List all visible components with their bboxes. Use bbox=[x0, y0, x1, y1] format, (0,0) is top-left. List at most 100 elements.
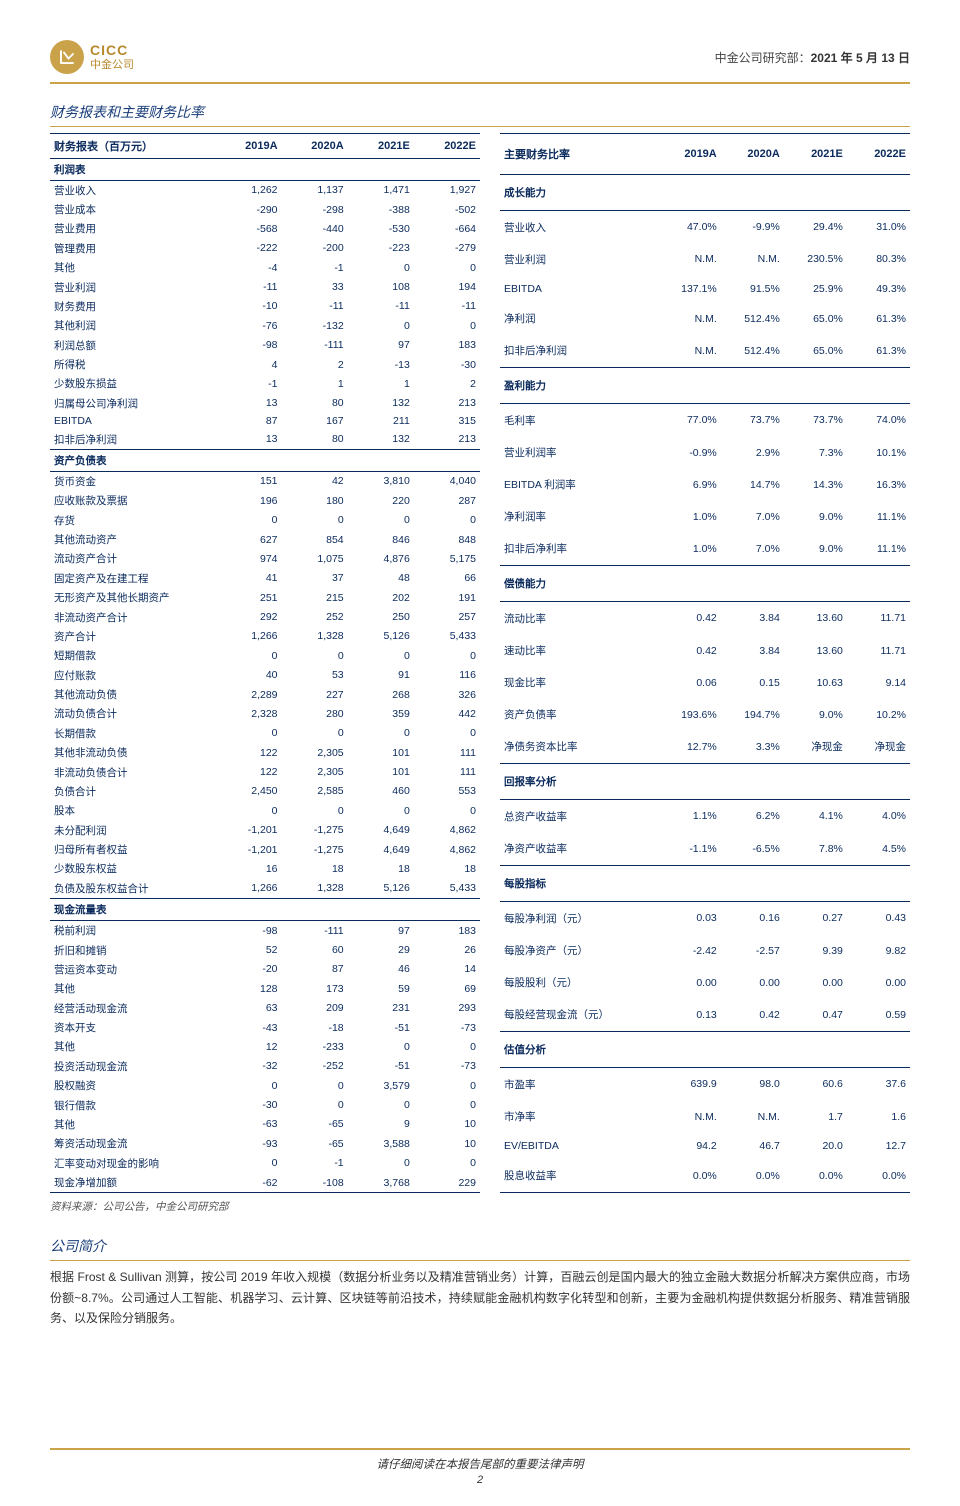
col-header-year: 2020A bbox=[721, 133, 784, 174]
row-label: 速动比率 bbox=[500, 635, 658, 667]
data-cell: 137.1% bbox=[658, 275, 721, 302]
data-cell: 1,328 bbox=[282, 879, 348, 899]
data-cell: 87 bbox=[215, 413, 281, 429]
data-cell: 61.3% bbox=[847, 303, 910, 335]
data-cell: 73.7% bbox=[721, 404, 784, 437]
data-cell: 191 bbox=[414, 588, 480, 607]
data-cell: 0 bbox=[282, 646, 348, 665]
data-cell: -502 bbox=[414, 200, 480, 219]
data-cell: 9.0% bbox=[784, 533, 847, 566]
data-cell: -76 bbox=[215, 316, 281, 335]
data-cell: 2.9% bbox=[721, 437, 784, 469]
data-cell: 3.84 bbox=[721, 602, 784, 635]
data-cell: 287 bbox=[414, 491, 480, 510]
data-cell: 14 bbox=[414, 960, 480, 979]
data-cell: 0.16 bbox=[721, 902, 784, 935]
data-cell: -30 bbox=[414, 355, 480, 374]
data-cell: 1.1% bbox=[658, 800, 721, 833]
data-cell: 193.6% bbox=[658, 699, 721, 731]
data-cell: 87 bbox=[282, 960, 348, 979]
row-label: 汇率变动对现金的影响 bbox=[50, 1154, 215, 1173]
data-cell: 167 bbox=[282, 413, 348, 429]
data-cell: -11 bbox=[282, 297, 348, 316]
col-header-year: 2022E bbox=[847, 133, 910, 174]
data-cell: 231 bbox=[348, 999, 414, 1018]
row-label: 其他非流动负债 bbox=[50, 743, 215, 762]
data-cell: 13.60 bbox=[784, 602, 847, 635]
data-cell: 53 bbox=[282, 666, 348, 685]
data-cell: 0.0% bbox=[721, 1160, 784, 1193]
data-cell: 0.0% bbox=[847, 1160, 910, 1193]
row-label: 扣非后净利率 bbox=[500, 533, 658, 566]
data-cell: 91 bbox=[348, 666, 414, 685]
data-cell: -10 bbox=[215, 297, 281, 316]
data-cell: 4.0% bbox=[847, 800, 910, 833]
data-cell: -73 bbox=[414, 1018, 480, 1037]
data-cell: 6.9% bbox=[658, 469, 721, 501]
data-cell: 52 bbox=[215, 940, 281, 959]
data-cell: 1,075 bbox=[282, 549, 348, 568]
row-label: 归属母公司净利润 bbox=[50, 394, 215, 413]
data-cell: 2,305 bbox=[282, 762, 348, 781]
data-cell: 101 bbox=[348, 743, 414, 762]
data-cell: 227 bbox=[282, 685, 348, 704]
data-cell: 196 bbox=[215, 491, 281, 510]
data-cell: 0.43 bbox=[847, 902, 910, 935]
row-label: 营业费用 bbox=[50, 219, 215, 238]
row-label: 其他流动资产 bbox=[50, 530, 215, 549]
logo-text-cn: 中金公司 bbox=[90, 59, 134, 71]
data-cell: -108 bbox=[282, 1173, 348, 1193]
data-cell: 0 bbox=[414, 1076, 480, 1095]
section-header: 回报率分析 bbox=[500, 763, 658, 799]
data-cell: 60 bbox=[282, 940, 348, 959]
row-label: 现金净增加额 bbox=[50, 1173, 215, 1193]
data-cell: 293 bbox=[414, 999, 480, 1018]
row-label: 税前利润 bbox=[50, 921, 215, 941]
col-header-year: 2019A bbox=[215, 133, 281, 158]
data-cell: 10.63 bbox=[784, 667, 847, 699]
data-cell: N.M. bbox=[658, 303, 721, 335]
data-cell: 1,266 bbox=[215, 627, 281, 646]
data-cell: 18 bbox=[282, 859, 348, 878]
data-cell: 0.00 bbox=[784, 967, 847, 999]
page-footer: 请仔细阅读在本报告尾部的重要法律声明 2 bbox=[50, 1448, 910, 1486]
data-cell: 10.2% bbox=[847, 699, 910, 731]
data-cell: 1,328 bbox=[282, 627, 348, 646]
data-cell: 33 bbox=[282, 277, 348, 296]
data-cell: 180 bbox=[282, 491, 348, 510]
data-cell: -51 bbox=[348, 1018, 414, 1037]
header-right: 中金公司研究部：2021 年 5 月 13 日 bbox=[715, 49, 910, 66]
data-cell: 7.0% bbox=[721, 501, 784, 533]
footer-disclaimer: 请仔细阅读在本报告尾部的重要法律声明 bbox=[50, 1456, 910, 1472]
section-header: 每股指标 bbox=[500, 865, 658, 901]
data-cell: 41 bbox=[215, 569, 281, 588]
data-cell: -298 bbox=[282, 200, 348, 219]
data-cell: 3.84 bbox=[721, 635, 784, 667]
data-cell: 111 bbox=[414, 743, 480, 762]
data-cell: 59 bbox=[348, 979, 414, 998]
data-cell: 7.3% bbox=[784, 437, 847, 469]
data-cell: 848 bbox=[414, 530, 480, 549]
data-cell: N.M. bbox=[658, 1101, 721, 1133]
data-cell: -200 bbox=[282, 239, 348, 258]
data-cell: 1,927 bbox=[414, 180, 480, 200]
data-cell: -1,201 bbox=[215, 821, 281, 840]
row-label: 营业利润 bbox=[50, 277, 215, 296]
data-cell: -4 bbox=[215, 258, 281, 277]
data-cell: -63 bbox=[215, 1115, 281, 1134]
data-cell: 4 bbox=[215, 355, 281, 374]
row-label: EBITDA bbox=[50, 413, 215, 429]
data-cell: 26 bbox=[414, 940, 480, 959]
data-cell: -111 bbox=[282, 336, 348, 355]
data-cell: 359 bbox=[348, 704, 414, 723]
financial-ratios-table: 主要财务比率2019A2020A2021E2022E成长能力营业收入47.0%-… bbox=[500, 133, 910, 1194]
row-label: 长期借款 bbox=[50, 724, 215, 743]
data-cell: 1.6 bbox=[847, 1101, 910, 1133]
row-label: 股息收益率 bbox=[500, 1160, 658, 1193]
data-cell: 9.0% bbox=[784, 501, 847, 533]
data-cell: 639.9 bbox=[658, 1068, 721, 1101]
logo-mark-icon bbox=[50, 40, 84, 74]
data-source: 资料来源：公司公告，中金公司研究部 bbox=[50, 1199, 910, 1214]
col-header-year: 2021E bbox=[348, 133, 414, 158]
data-cell: -65 bbox=[282, 1134, 348, 1153]
